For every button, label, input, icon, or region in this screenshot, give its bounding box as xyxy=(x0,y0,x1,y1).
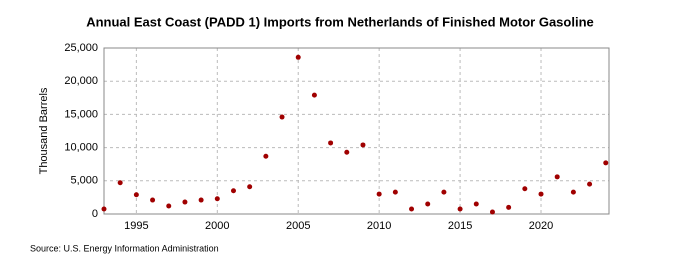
y-tick-label: 25,000 xyxy=(64,42,98,54)
point xyxy=(166,203,172,209)
point xyxy=(409,206,415,212)
plot-frame xyxy=(103,47,610,215)
y-tick-label: 5,000 xyxy=(70,175,98,187)
point xyxy=(214,196,220,202)
x-tick-label: 2015 xyxy=(448,220,472,232)
point xyxy=(344,149,350,155)
point xyxy=(441,189,447,195)
point xyxy=(587,181,593,187)
point xyxy=(538,191,544,197)
point xyxy=(328,140,334,146)
source-note: Source: U.S. Energy Information Administ… xyxy=(30,243,219,253)
x-tick-label: 1995 xyxy=(124,220,148,232)
point xyxy=(279,114,285,120)
point xyxy=(457,206,463,212)
x-tick-label: 2010 xyxy=(367,220,391,232)
point xyxy=(603,160,609,166)
point xyxy=(522,186,528,192)
point xyxy=(473,201,479,207)
point xyxy=(506,204,512,210)
point xyxy=(182,199,188,205)
point xyxy=(425,201,431,207)
point xyxy=(295,54,301,60)
point xyxy=(554,174,560,180)
chart-title: Annual East Coast (PADD 1) Imports from … xyxy=(86,14,594,29)
y-tick-label: 0 xyxy=(92,208,98,220)
point xyxy=(117,180,123,186)
point xyxy=(198,197,204,203)
point xyxy=(101,206,107,212)
x-tick-label: 2000 xyxy=(205,220,229,232)
x-tick-label: 2005 xyxy=(286,220,310,232)
point xyxy=(392,189,398,195)
point xyxy=(489,209,495,215)
point xyxy=(311,92,317,98)
point xyxy=(230,188,236,194)
point xyxy=(570,189,576,195)
point xyxy=(247,184,253,190)
y-tick-label: 20,000 xyxy=(64,75,98,87)
point xyxy=(263,153,269,159)
point xyxy=(376,191,382,197)
y-tick-label: 10,000 xyxy=(64,142,98,154)
point xyxy=(150,197,156,203)
x-tick-label: 2020 xyxy=(529,220,553,232)
y-tick-label: 15,000 xyxy=(64,108,98,120)
y-axis-label: Thousand Barrels xyxy=(38,87,50,174)
point xyxy=(360,142,366,148)
point xyxy=(133,192,139,198)
